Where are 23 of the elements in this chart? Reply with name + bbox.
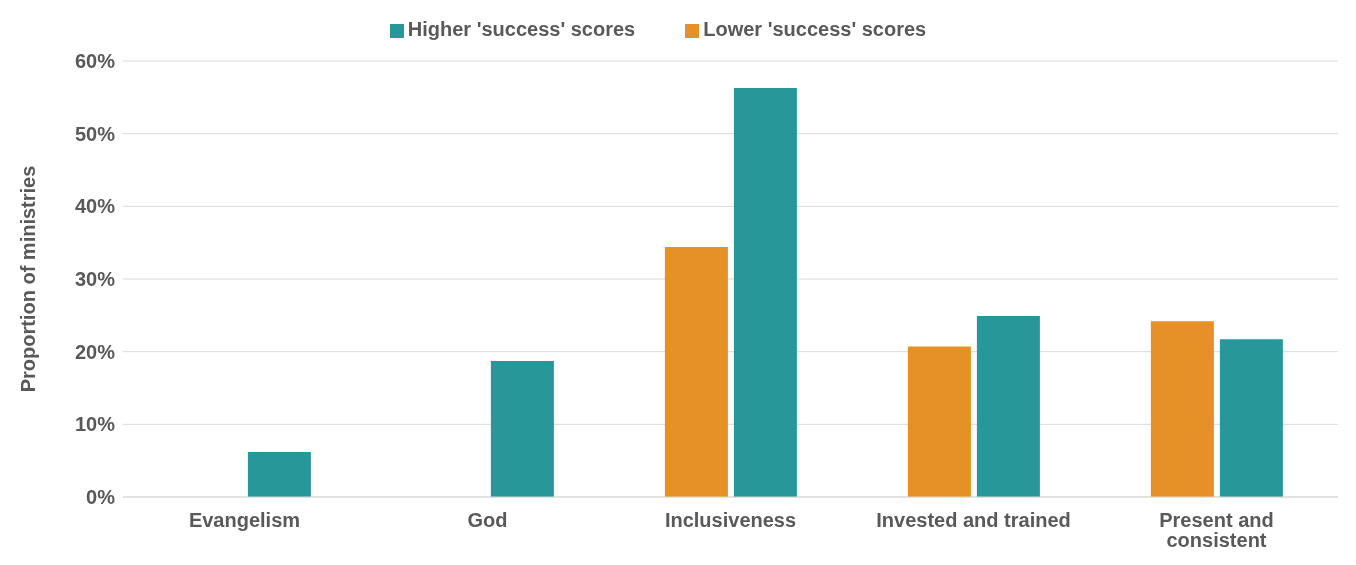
bar bbox=[664, 247, 728, 497]
legend-label: Lower 'success' scores bbox=[703, 18, 927, 40]
x-tick-label: Present and consistent bbox=[1159, 509, 1274, 552]
y-tick-label: 30% bbox=[74, 268, 116, 291]
x-tick-label: God bbox=[467, 509, 508, 532]
bar bbox=[733, 87, 797, 497]
y-tick-label: 60% bbox=[74, 50, 116, 73]
y-tick-label: 50% bbox=[74, 122, 116, 145]
bar bbox=[490, 361, 554, 497]
y-tick-label: 20% bbox=[74, 340, 116, 363]
y-tick-label: 40% bbox=[74, 195, 116, 218]
y-tick-label: 10% bbox=[74, 413, 116, 436]
bar bbox=[1219, 339, 1283, 497]
legend-label: Higher 'success' scores bbox=[407, 18, 636, 40]
bar bbox=[976, 316, 1040, 497]
bar bbox=[247, 451, 311, 497]
y-axis-title: Proportion of ministries bbox=[17, 165, 40, 393]
x-tick-label: Evangelism bbox=[188, 509, 301, 532]
x-tick-label: Invested and trained bbox=[876, 509, 1071, 532]
y-tick-label: 0% bbox=[86, 486, 116, 509]
x-tick-label: Inclusiveness bbox=[664, 509, 797, 532]
bar bbox=[907, 346, 971, 497]
bar bbox=[1150, 321, 1214, 497]
